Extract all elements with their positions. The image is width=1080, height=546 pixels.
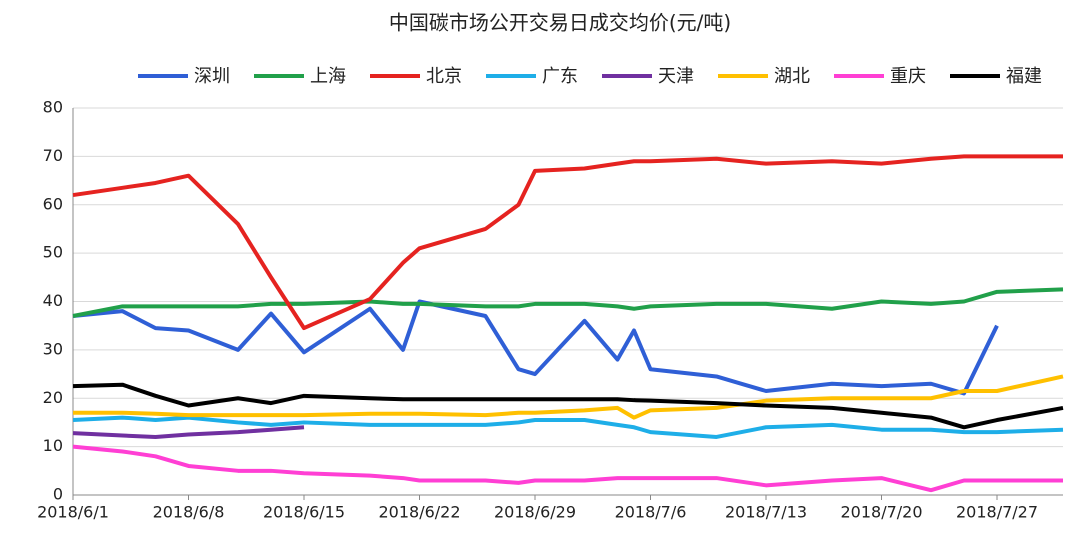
series-line bbox=[72, 154, 1063, 331]
legend-label: 福建 bbox=[1006, 66, 1042, 87]
x-tick-label: 2018/7/20 bbox=[840, 503, 922, 522]
x-tick-label: 2018/6/15 bbox=[263, 503, 345, 522]
x-tick-label: 2018/7/13 bbox=[725, 503, 807, 522]
chart-title: 中国碳市场公开交易日成交均价(元/吨) bbox=[389, 11, 731, 35]
y-tick-label: 80 bbox=[43, 98, 63, 117]
y-tick-label: 10 bbox=[43, 436, 63, 455]
y-tick-label: 50 bbox=[43, 243, 63, 262]
series-line bbox=[72, 382, 1064, 430]
series-line bbox=[72, 287, 1064, 318]
x-tick-label: 2018/6/8 bbox=[153, 503, 225, 522]
y-tick-label: 60 bbox=[43, 194, 63, 213]
series-line bbox=[72, 299, 999, 396]
y-tick-label: 30 bbox=[43, 339, 63, 358]
y-tick-label: 40 bbox=[43, 291, 63, 310]
x-tick-label: 2018/7/27 bbox=[956, 503, 1038, 522]
legend-label: 湖北 bbox=[774, 66, 810, 87]
legend-label: 广东 bbox=[542, 66, 578, 87]
series-line bbox=[73, 374, 1064, 420]
series-line bbox=[72, 415, 1064, 439]
y-tick-label: 20 bbox=[43, 388, 63, 407]
legend-label: 北京 bbox=[426, 66, 462, 87]
y-tick-label: 70 bbox=[43, 146, 63, 165]
legend-label: 深圳 bbox=[194, 66, 230, 87]
y-tick-label: 0 bbox=[53, 485, 63, 504]
legend-label: 重庆 bbox=[890, 66, 926, 87]
x-tick-label: 2018/6/29 bbox=[494, 503, 576, 522]
series-line bbox=[72, 425, 305, 439]
x-tick-label: 2018/6/22 bbox=[378, 503, 460, 522]
legend-label: 上海 bbox=[310, 66, 346, 87]
x-tick-label: 2018/6/1 bbox=[37, 503, 109, 522]
series-line bbox=[72, 444, 1063, 493]
x-tick-label: 2018/7/6 bbox=[615, 503, 687, 522]
legend-label: 天津 bbox=[658, 66, 694, 87]
